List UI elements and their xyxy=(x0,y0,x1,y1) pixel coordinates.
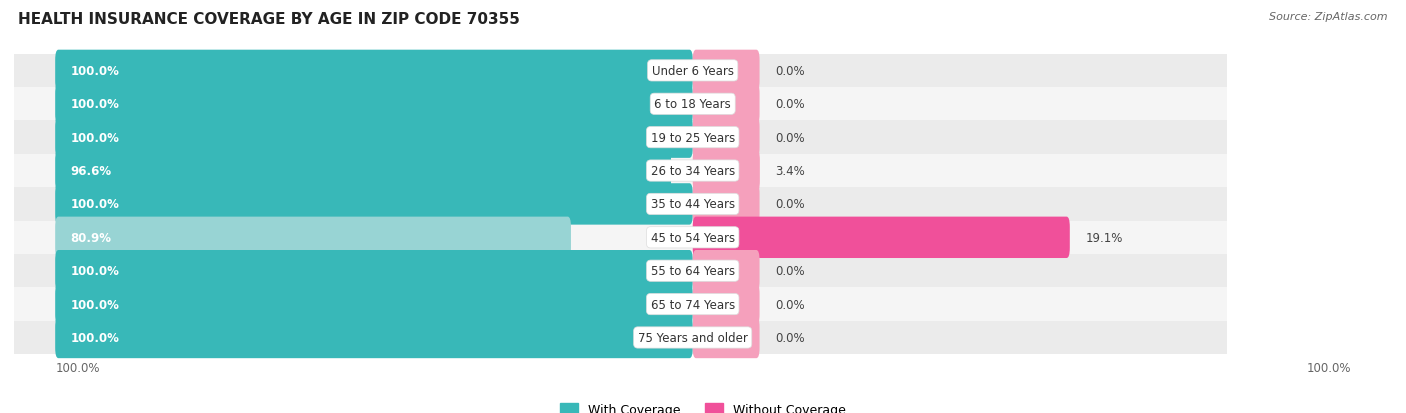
Text: 35 to 44 Years: 35 to 44 Years xyxy=(651,198,735,211)
Text: HEALTH INSURANCE COVERAGE BY AGE IN ZIP CODE 70355: HEALTH INSURANCE COVERAGE BY AGE IN ZIP … xyxy=(18,12,520,27)
Legend: With Coverage, Without Coverage: With Coverage, Without Coverage xyxy=(555,398,851,413)
Text: 55 to 64 Years: 55 to 64 Years xyxy=(651,265,735,278)
Text: 100.0%: 100.0% xyxy=(70,265,120,278)
FancyBboxPatch shape xyxy=(55,50,693,92)
Text: 0.0%: 0.0% xyxy=(775,65,804,78)
FancyBboxPatch shape xyxy=(693,84,759,125)
Text: 0.0%: 0.0% xyxy=(775,265,804,278)
Text: 100.0%: 100.0% xyxy=(70,65,120,78)
Text: 26 to 34 Years: 26 to 34 Years xyxy=(651,165,735,178)
FancyBboxPatch shape xyxy=(693,250,759,292)
Bar xyxy=(14,321,1227,354)
Text: 80.9%: 80.9% xyxy=(70,231,111,244)
Text: Under 6 Years: Under 6 Years xyxy=(652,65,734,78)
FancyBboxPatch shape xyxy=(55,250,693,292)
Text: 100.0%: 100.0% xyxy=(55,361,100,374)
FancyBboxPatch shape xyxy=(693,317,759,358)
FancyBboxPatch shape xyxy=(55,117,693,159)
Text: 0.0%: 0.0% xyxy=(775,198,804,211)
Text: 19 to 25 Years: 19 to 25 Years xyxy=(651,131,735,144)
FancyBboxPatch shape xyxy=(693,50,759,92)
FancyBboxPatch shape xyxy=(55,184,693,225)
Text: 19.1%: 19.1% xyxy=(1085,231,1122,244)
FancyBboxPatch shape xyxy=(693,284,759,325)
FancyBboxPatch shape xyxy=(55,317,693,358)
Bar xyxy=(14,88,1227,121)
Bar xyxy=(14,188,1227,221)
Text: 96.6%: 96.6% xyxy=(70,165,111,178)
FancyBboxPatch shape xyxy=(55,150,671,192)
Text: 0.0%: 0.0% xyxy=(775,298,804,311)
Bar xyxy=(14,254,1227,288)
Text: 6 to 18 Years: 6 to 18 Years xyxy=(654,98,731,111)
Text: 0.0%: 0.0% xyxy=(775,98,804,111)
Text: 0.0%: 0.0% xyxy=(775,331,804,344)
FancyBboxPatch shape xyxy=(55,217,571,259)
FancyBboxPatch shape xyxy=(693,184,759,225)
Text: 100.0%: 100.0% xyxy=(70,98,120,111)
Text: 45 to 54 Years: 45 to 54 Years xyxy=(651,231,735,244)
FancyBboxPatch shape xyxy=(693,150,759,192)
Text: 100.0%: 100.0% xyxy=(70,331,120,344)
FancyBboxPatch shape xyxy=(55,284,693,325)
Text: 100.0%: 100.0% xyxy=(70,131,120,144)
Bar xyxy=(14,288,1227,321)
Text: 100.0%: 100.0% xyxy=(70,298,120,311)
Bar xyxy=(14,121,1227,154)
FancyBboxPatch shape xyxy=(55,84,693,125)
Bar xyxy=(14,221,1227,254)
Text: 100.0%: 100.0% xyxy=(1306,361,1351,374)
Text: 0.0%: 0.0% xyxy=(775,131,804,144)
Text: 65 to 74 Years: 65 to 74 Years xyxy=(651,298,735,311)
Text: 100.0%: 100.0% xyxy=(70,198,120,211)
Bar xyxy=(14,55,1227,88)
FancyBboxPatch shape xyxy=(693,217,1070,259)
FancyBboxPatch shape xyxy=(693,117,759,159)
Text: 3.4%: 3.4% xyxy=(775,165,806,178)
Text: Source: ZipAtlas.com: Source: ZipAtlas.com xyxy=(1270,12,1388,22)
Text: 75 Years and older: 75 Years and older xyxy=(638,331,748,344)
Bar xyxy=(14,154,1227,188)
